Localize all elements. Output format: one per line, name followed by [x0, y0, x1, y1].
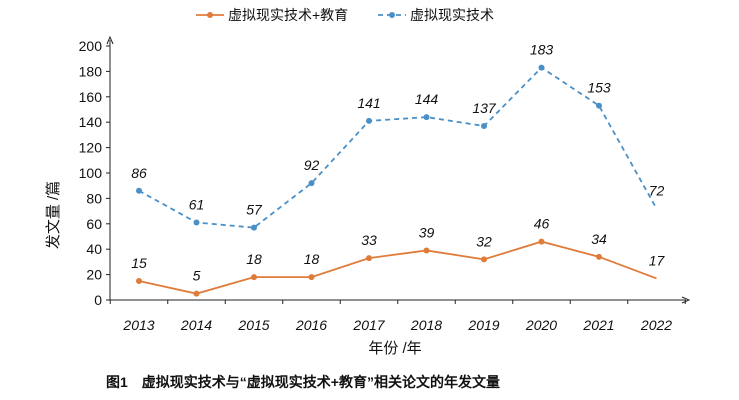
series-1-point [481, 123, 487, 130]
data-label: 39 [419, 224, 435, 240]
legend-label-0: 虚拟现实技术+教育 [228, 7, 348, 23]
data-label: 57 [246, 202, 263, 218]
caption-text: 虚拟现实技术与“虚拟现实技术+教育”相关论文的年发文量 [141, 374, 500, 390]
data-label: 144 [415, 91, 439, 107]
y-tick-label: 140 [79, 114, 103, 130]
series-0-point [136, 277, 142, 284]
y-tick-label: 200 [79, 38, 103, 54]
figure-number: 图1 [106, 374, 128, 390]
y-tick-label: 20 [86, 267, 102, 283]
data-label: 46 [534, 216, 550, 232]
data-label: 141 [357, 95, 380, 111]
legend: 虚拟现实技术+教育 虚拟现实技术 [196, 7, 494, 23]
series-0-point [366, 255, 372, 262]
data-label: 32 [476, 233, 492, 249]
series-1-point [308, 180, 315, 187]
x-axis-arrow [681, 296, 691, 304]
series-0-point [308, 274, 315, 281]
x-axis-label: 年份 /年 [368, 340, 421, 357]
data-label: 34 [591, 231, 607, 247]
x-tick-label: 2015 [237, 317, 269, 333]
data-label: 86 [131, 165, 147, 181]
data-label: 5 [193, 268, 201, 284]
data-labels: 15 5 18 18 33 39 32 46 34 17 86 61 57 92 141 144 137 183 1… [131, 42, 665, 284]
data-label: 61 [189, 197, 205, 213]
series-1-point [251, 224, 257, 231]
series-0-point [538, 238, 545, 245]
data-label: 183 [530, 42, 554, 58]
data-label: 18 [246, 251, 262, 267]
data-label: 33 [361, 232, 377, 248]
legend-marker-1 [389, 12, 395, 18]
series-0-point [251, 274, 257, 281]
y-tick-label: 80 [86, 190, 102, 206]
legend-marker-0 [207, 12, 213, 18]
x-tick-label: 2021 [582, 317, 614, 333]
x-tick-label: 2013 [122, 317, 154, 333]
data-label: 92 [304, 157, 320, 173]
data-label: 153 [587, 80, 611, 96]
y-tick-label: 100 [79, 165, 103, 181]
data-label: 137 [472, 100, 497, 116]
series-1-point [538, 64, 545, 71]
series-0-point [423, 247, 430, 254]
series-1-point [423, 114, 430, 121]
series-0-point [596, 253, 602, 260]
series-1-point [366, 117, 372, 124]
series-0-point [481, 256, 487, 263]
series-layer [136, 64, 658, 297]
y-tick-label: 40 [86, 241, 102, 257]
data-label: 17 [649, 252, 666, 268]
axes: 0 20 40 60 80 100 120 140 160 180 200 2013 2014 2015 2… [79, 35, 691, 333]
x-tick-label: 2016 [295, 317, 327, 333]
y-axis-label: 发文量 /篇 [44, 181, 62, 249]
y-tick-label: 60 [86, 216, 102, 232]
data-label: 18 [304, 251, 320, 267]
series-0-point [193, 290, 200, 297]
x-tick-label: 2022 [640, 317, 672, 333]
y-tick-label: 180 [79, 63, 103, 79]
series-1-point [193, 219, 200, 226]
x-tick-label: 2014 [180, 317, 212, 333]
data-label: 15 [131, 255, 147, 271]
x-tick-label: 2017 [352, 317, 385, 333]
series-line-0 [138, 240, 657, 295]
series-line-1 [138, 66, 658, 229]
x-tick-label: 2018 [410, 317, 442, 333]
y-tick-label: 0 [94, 292, 102, 308]
data-label: 72 [649, 183, 665, 199]
y-tick-label: 120 [79, 140, 103, 156]
series-1-point [596, 102, 602, 109]
y-tick-label: 160 [79, 89, 103, 105]
x-tick-label: 2020 [525, 317, 557, 333]
legend-label-1: 虚拟现实技术 [410, 7, 494, 23]
y-axis-arrow [106, 35, 114, 45]
figure-caption: 图1 虚拟现实技术与“虚拟现实技术+教育”相关论文的年发文量 [106, 372, 500, 392]
series-1-point [136, 187, 142, 194]
x-tick-label: 2019 [467, 317, 499, 333]
